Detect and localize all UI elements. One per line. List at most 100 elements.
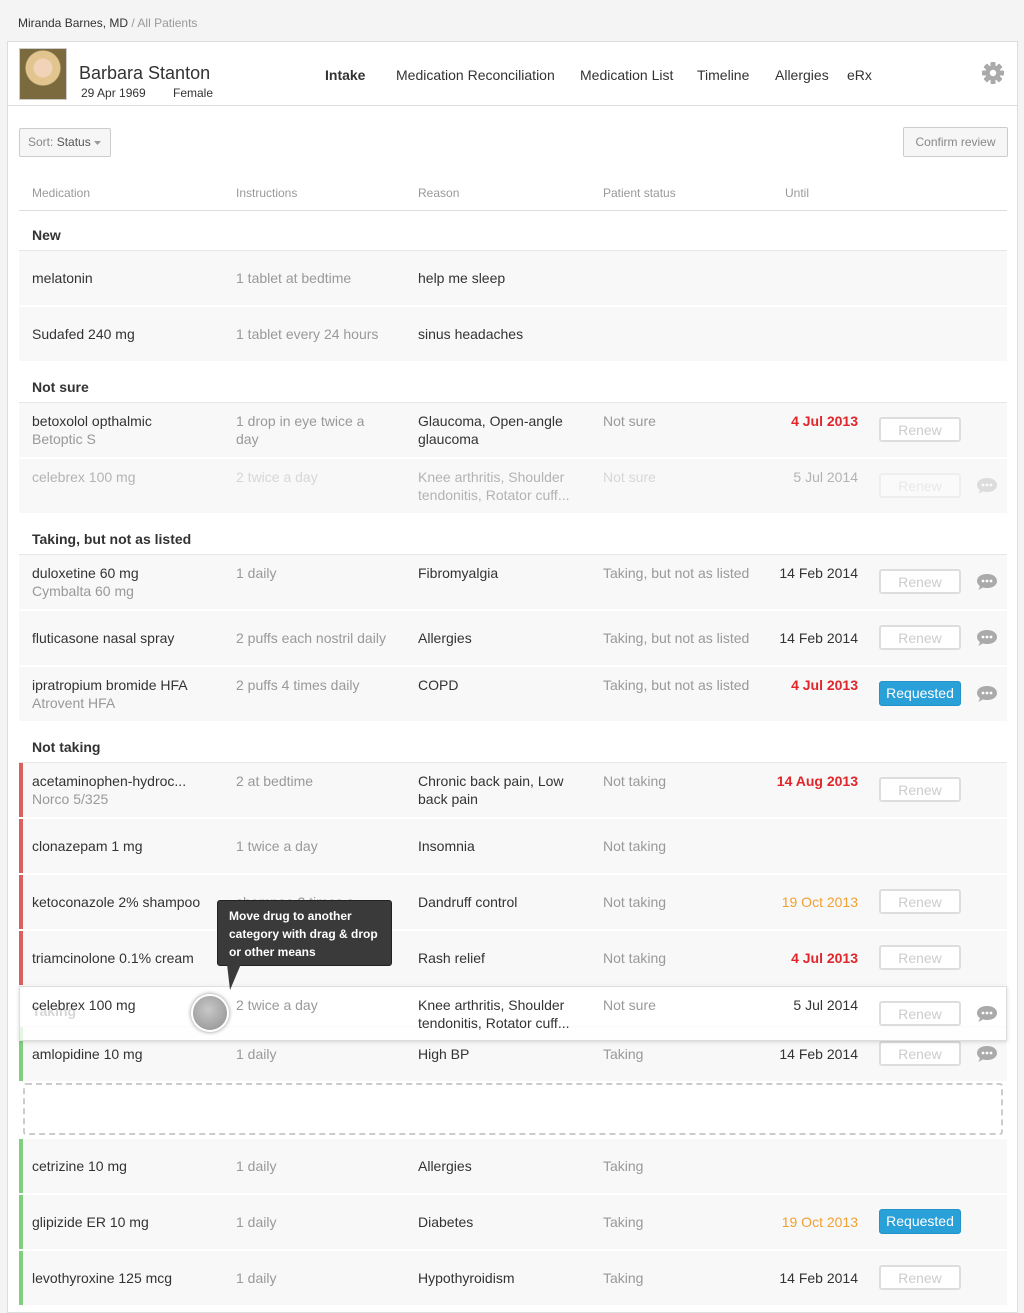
until-date: 19 Oct 2013 [781, 894, 858, 910]
instructions: 1 daily [236, 1270, 277, 1286]
tab[interactable]: Intake [325, 67, 366, 83]
status-bar [19, 1251, 23, 1305]
brand-name: Betoptic S [32, 431, 96, 447]
reason: sinus headaches [418, 326, 524, 342]
tab[interactable]: Medication Reconciliation [396, 67, 555, 83]
instructions: 1 daily [236, 1214, 277, 1230]
sort-label: Sort: [28, 135, 54, 149]
current-page[interactable]: All Patients [137, 16, 198, 30]
group-name: New [32, 227, 61, 243]
comment-icon[interactable] [976, 572, 998, 592]
medication: levothyroxine 125 mcg [32, 1269, 212, 1287]
instructions: 1 tablet at bedtime [236, 270, 352, 286]
tab[interactable]: Timeline [697, 67, 750, 83]
medication-row[interactable]: levothyroxine 125 mcg 1 daily Hypothyroidi… [19, 1251, 1007, 1307]
medication-row[interactable]: Sudafed 240 mg 1 tablet every 24 hours sin… [19, 307, 1007, 363]
column-label: Until [785, 186, 810, 200]
drag-handle[interactable] [191, 994, 229, 1032]
medication-name: celebrex 100 mg [32, 469, 136, 485]
medication: duloxetine 60 mg Cymbalta 60 mg [32, 564, 212, 600]
comment-icon[interactable] [976, 1044, 998, 1064]
medication-row[interactable]: clonazepam 1 mg 1 twice a day Insomnia Not … [19, 819, 1007, 875]
medication-row[interactable]: duloxetine 60 mg Cymbalta 60 mg 1 daily Fib… [19, 555, 1007, 611]
medication-name: glipizide ER 10 mg [32, 1214, 149, 1230]
until-date: 14 Feb 2014 [779, 1270, 858, 1286]
patient-status: Taking, but not as listed [603, 630, 750, 646]
settings-icon[interactable] [982, 62, 1004, 84]
action-button[interactable]: Renew [879, 1265, 961, 1290]
patient-status: Taking, but not as listed [603, 565, 750, 581]
action-button[interactable]: Renew [879, 417, 961, 442]
comment-icon[interactable] [976, 684, 998, 704]
instructions: 2 at bedtime [236, 773, 314, 789]
medication-row[interactable]: glipizide ER 10 mg 1 daily Diabetes Taking 1… [19, 1195, 1007, 1251]
medication-row[interactable]: melatonin 1 tablet at bedtime help me slee… [19, 251, 1007, 307]
medication-name: duloxetine 60 mg [32, 565, 139, 581]
medication-row[interactable]: betoxolol opthalmic Betoptic S 1 drop in e… [19, 403, 1007, 459]
tab[interactable]: Medication List [580, 67, 674, 83]
reason: Fibromyalgia [418, 565, 499, 581]
medication-row[interactable]: celebrex 100 mg 2 twice a day Knee arthrit… [19, 459, 1007, 515]
user-link[interactable]: Miranda Barnes, MD [18, 16, 129, 30]
column-label: Patient status [603, 186, 676, 200]
reason: Knee arthritis, Shoulder tendonitis, Rot… [418, 469, 570, 503]
patient-status: Not taking [603, 838, 667, 854]
action-button[interactable]: Renew [879, 1001, 961, 1026]
comment-icon[interactable] [976, 476, 998, 496]
medication: betoxolol opthalmic Betoptic S [32, 412, 212, 448]
medication-name: cetrizine 10 mg [32, 1158, 127, 1174]
medication-row[interactable]: acetaminophen-hydroc... Norco 5/325 2 at b… [19, 763, 1007, 819]
patient-header: Barbara Stanton 29 Apr 1969 Female Intak… [8, 42, 1017, 106]
group-name: Taking, but not as listed [32, 531, 192, 547]
group-title: Not taking [19, 723, 1007, 763]
medication-row[interactable]: ketoconazole 2% shampooshampoo 2 times a… [19, 875, 1007, 931]
brand-name: Cymbalta 60 mg [32, 583, 134, 599]
status-bar [19, 875, 23, 929]
medication-name: clonazepam 1 mg [32, 838, 143, 854]
reason: COPD [418, 677, 459, 693]
group-title: Not sure [19, 363, 1007, 403]
comment-icon[interactable] [976, 628, 998, 648]
card: Barbara Stanton 29 Apr 1969 Female Intak… [7, 41, 1018, 1313]
breadcrumb: Miranda Barnes, MD / All Patients [18, 16, 197, 30]
action-button[interactable]: Renew [879, 889, 961, 914]
medication: fluticasone nasal spray [32, 629, 212, 647]
medication-name: celebrex 100 mg [32, 997, 136, 1013]
reason: Dandruff control [418, 894, 518, 910]
avatar [19, 48, 67, 100]
action-button[interactable]: Renew [879, 1041, 961, 1066]
action-button[interactable]: Renew [879, 625, 961, 650]
tab[interactable]: Allergies [775, 67, 829, 83]
medication-row[interactable]: cetrizine 10 mg 1 daily Allergies Taking [19, 1139, 1007, 1195]
instructions: 2 puffs 4 times daily [236, 677, 360, 693]
action-button[interactable]: Renew [879, 777, 961, 802]
reason: High BP [418, 1046, 470, 1062]
medication-row[interactable]: ipratropium bromide HFA Atrovent HFA 2 puf… [19, 667, 1007, 723]
medication-name: Sudafed 240 mg [32, 326, 135, 342]
until-date: 14 Feb 2014 [779, 565, 858, 581]
medication-name: betoxolol opthalmic [32, 413, 152, 429]
dragged-row[interactable]: celebrex 100 mg 2 twice a day Knee arthrit… [19, 986, 1007, 1041]
group-title: New [19, 211, 1007, 251]
brand-name: Atrovent HFA [32, 695, 116, 711]
medication-row[interactable]: celebrex 100 mg 2 twice a day Knee arthrit… [19, 987, 1007, 1041]
action-button[interactable]: Renew [879, 945, 961, 970]
medication-name: ipratropium bromide HFA [32, 677, 188, 693]
action-button[interactable]: Renew [879, 473, 961, 498]
action-button[interactable]: Requested [879, 1209, 961, 1234]
action-button[interactable]: Requested [879, 681, 961, 706]
action-button[interactable]: Renew [879, 569, 961, 594]
status-bar [19, 1027, 23, 1081]
medication: melatonin [32, 269, 212, 287]
until-date: 5 Jul 2014 [793, 997, 858, 1013]
tab[interactable]: eRx [847, 67, 872, 83]
medication-row[interactable]: triamcinolone 0.1% cream Rash relief Not t… [19, 931, 1007, 987]
medication: Sudafed 240 mg [32, 325, 212, 343]
column-label: Instructions [236, 186, 298, 200]
medication-row[interactable]: fluticasone nasal spray 2 puffs each nost… [19, 611, 1007, 667]
comment-icon[interactable] [976, 1004, 998, 1024]
confirm-button[interactable]: Confirm review [903, 127, 1008, 157]
patient-status: Not taking [603, 773, 667, 789]
sort-button[interactable]: Sort: Status [19, 128, 111, 157]
